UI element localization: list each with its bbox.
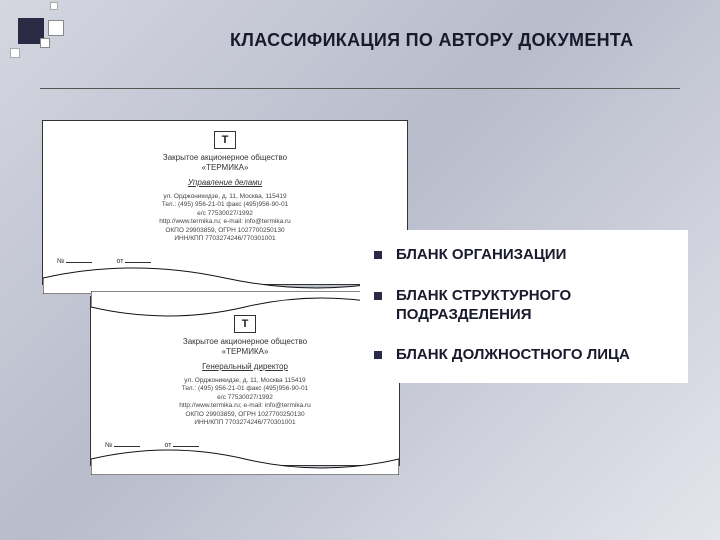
slide-title: КЛАССИФИКАЦИЯ ПО АВТОРУ ДОКУМЕНТА (230, 30, 633, 51)
corner-decoration (0, 0, 120, 80)
org-sub-1: Управление делами (43, 178, 407, 188)
blank-example-2: Закрытое акционерное общество «ТЕРМИКА» … (90, 296, 400, 466)
org-name-2: Закрытое акционерное общество «ТЕРМИКА» (91, 337, 399, 357)
list-label: БЛАНК ДОЛЖНОСТНОГО ЛИЦА (396, 346, 630, 365)
logo-icon (214, 131, 236, 149)
wave-cut-2-bottom (91, 437, 399, 475)
bullet-icon (374, 251, 382, 259)
org-sub-2: Генеральный директор (91, 362, 399, 372)
classification-list: БЛАНК ОРГАНИЗАЦИИ БЛАНК СТРУКТУРНОГО ПОД… (360, 230, 688, 383)
list-item-official: БЛАНК ДОЛЖНОСТНОГО ЛИЦА (374, 346, 674, 365)
address-2: ул. Орджоникидзе, д. 11, Москва 115419 Т… (91, 377, 399, 428)
list-label: БЛАНК ОРГАНИЗАЦИИ (396, 246, 566, 265)
list-item-structural-unit: БЛАНК СТРУКТУРНОГО ПОДРАЗДЕЛЕНИЯ (374, 287, 674, 325)
org-name-1: Закрытое акционерное общество «ТЕРМИКА» (43, 153, 407, 173)
logo-icon (234, 315, 256, 333)
blank-example-1: Закрытое акционерное общество «ТЕРМИКА» … (42, 120, 408, 285)
list-item-organization: БЛАНК ОРГАНИЗАЦИИ (374, 246, 674, 265)
address-1: ул. Орджоникидзе, д. 11, Москва, 115419 … (43, 193, 407, 244)
title-underline (40, 88, 680, 89)
list-label: БЛАНК СТРУКТУРНОГО ПОДРАЗДЕЛЕНИЯ (396, 287, 674, 325)
bullet-icon (374, 292, 382, 300)
wave-cut-1 (43, 256, 407, 294)
bullet-icon (374, 351, 382, 359)
